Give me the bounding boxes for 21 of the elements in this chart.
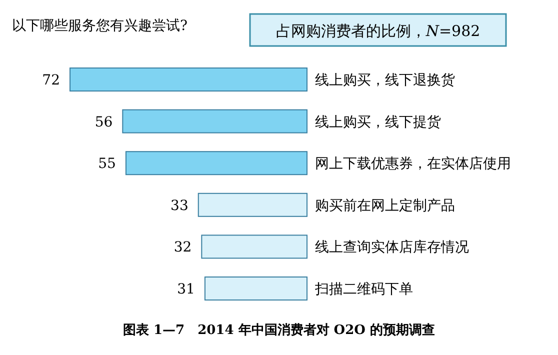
- bar: [201, 234, 308, 259]
- bar: [122, 109, 308, 134]
- y-tick-label: 线上查询实体店库存情况: [315, 240, 469, 256]
- data-label: 33: [170, 198, 188, 214]
- bar: [198, 192, 308, 217]
- text: 图表 1—7 2014 年中国消费者对 O2O 的预期调查: [122, 323, 436, 338]
- text: 占网购消费者的比例，N=982: [276, 22, 480, 40]
- data-label: 56: [94, 114, 113, 130]
- bar: [125, 151, 308, 176]
- y-tick-label: 线上购买，线下退换货: [315, 72, 455, 88]
- data-label: 32: [174, 240, 192, 256]
- bar: [204, 276, 308, 300]
- bar: [70, 68, 308, 92]
- chart-title: 以下哪些服务您有兴趣尝试?: [12, 18, 188, 34]
- y-tick-label: 购买前在网上定制产品: [315, 198, 455, 214]
- y-tick-label: 网上下载优惠券，在实体店使用: [315, 156, 511, 172]
- data-label: 72: [42, 72, 60, 88]
- y-tick-label: 线上购买，线下提货: [315, 114, 441, 130]
- y-tick-label: 扫描二维码下单: [314, 282, 413, 298]
- data-label: 31: [177, 282, 195, 298]
- data-label: 55: [98, 156, 116, 172]
